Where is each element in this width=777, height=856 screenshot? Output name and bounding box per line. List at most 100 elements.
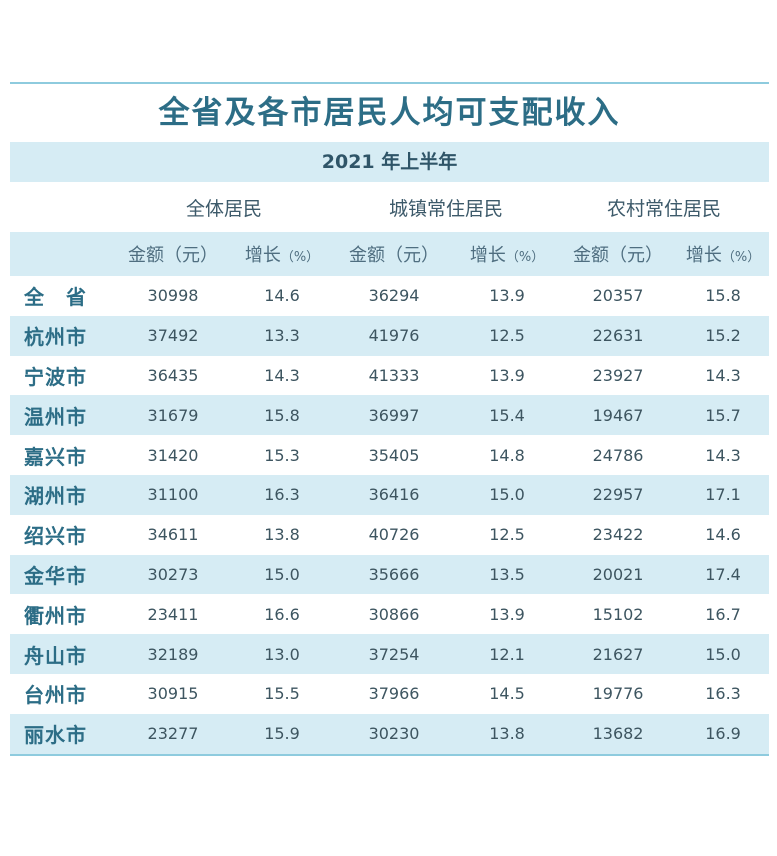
cell-urban-amount: 36294	[368, 286, 420, 306]
cell-urban-amount: 35405	[368, 445, 420, 465]
cell-urban-growth: 15.0	[455, 474, 560, 515]
cell-urban-amount: 36997	[333, 395, 456, 436]
cell-urban-amount: 36416	[333, 474, 456, 515]
cell-all-growth: 16.6	[264, 604, 300, 624]
region-name: 丽水市	[10, 713, 115, 754]
cell-all-growth: 15.5	[264, 684, 300, 704]
cell-rural-amount: 19776	[592, 684, 644, 704]
table-row: 杭州市 37492 13.3 41976 12.5 22631 15.2	[10, 315, 770, 356]
column-header-blank	[10, 232, 115, 276]
cell-rural-amount: 21627	[559, 634, 678, 674]
cell-urban-amount: 35666	[333, 554, 456, 595]
cell-rural-amount: 13682	[559, 713, 678, 754]
cell-rural-amount: 20021	[559, 554, 678, 595]
cell-rural-amount: 15102	[592, 604, 644, 624]
col-all-amount: 金额（元）	[115, 232, 231, 276]
region-name: 宁波市	[24, 364, 87, 389]
region-name: 舟山市	[10, 634, 115, 674]
group-header-row: 全体居民 城镇常住居民 农村常住居民	[10, 182, 770, 232]
cell-all-growth: 16.3	[231, 474, 334, 515]
cell-urban-growth: 13.9	[489, 604, 525, 624]
cell-rural-amount: 23927	[592, 365, 644, 385]
region-name: 嘉兴市	[24, 444, 87, 469]
col-all-growth: 增长（%）	[231, 232, 334, 276]
table-row: 舟山市 32189 13.0 37254 12.1 21627 15.0	[10, 634, 770, 674]
cell-rural-amount: 20357	[592, 286, 644, 306]
income-table: 全体居民 城镇常住居民 农村常住居民 金额（元） 增长（%） 金额（元） 增长（…	[10, 182, 770, 754]
cell-all-amount: 23411	[147, 604, 199, 624]
cell-all-amount: 31420	[147, 445, 199, 465]
cell-rural-growth: 15.7	[677, 395, 770, 436]
cell-urban-amount: 40726	[368, 525, 420, 545]
cell-all-growth: 15.0	[231, 554, 334, 595]
cell-rural-amount: 23422	[592, 525, 644, 545]
cell-rural-growth: 16.3	[705, 684, 741, 704]
table-row: 嘉兴市 31420 15.3 35405 14.8 24786 14.3	[10, 435, 769, 475]
cell-urban-growth: 12.5	[489, 525, 525, 545]
group-rural-residents: 农村常住居民	[559, 182, 770, 232]
cell-all-growth: 13.8	[264, 525, 300, 545]
page-title: 全省及各市居民人均可支配收入	[158, 95, 621, 131]
cell-all-amount: 34611	[147, 525, 199, 545]
cell-urban-amount: 37254	[333, 634, 456, 674]
cell-all-amount: 30915	[147, 684, 199, 704]
cell-all-growth: 13.3	[231, 315, 334, 356]
region-name: 衢州市	[24, 603, 87, 628]
bottom-rule	[10, 753, 769, 756]
table-row: 绍兴市 34611 13.8 40726 12.5 23422 14.6	[10, 515, 769, 555]
region-name: 杭州市	[10, 315, 115, 356]
cell-all-amount: 30273	[115, 554, 231, 595]
table-row: 全 省 30998 14.6 36294 13.9 20357 15.8	[10, 276, 769, 316]
column-header-row: 金额（元） 增长（%） 金额（元） 增长（%） 金额（元） 增长（%）	[10, 232, 770, 276]
cell-all-growth: 15.3	[264, 445, 300, 465]
cell-all-amount: 32189	[115, 634, 231, 674]
cell-rural-growth: 14.3	[705, 365, 741, 385]
cell-rural-amount: 22957	[559, 474, 678, 515]
table-row: 台州市 30915 15.5 37966 14.5 19776 16.3	[10, 674, 769, 714]
cell-all-growth: 15.8	[231, 395, 334, 436]
region-name: 温州市	[10, 395, 115, 436]
cell-all-growth: 13.0	[231, 634, 334, 674]
cell-urban-growth: 13.5	[455, 554, 560, 595]
table-row: 宁波市 36435 14.3 41333 13.9 23927 14.3	[10, 356, 769, 396]
cell-urban-growth: 14.8	[489, 445, 525, 465]
region-name: 金华市	[10, 554, 115, 595]
region-name: 全 省	[24, 285, 87, 310]
cell-all-growth: 14.3	[264, 365, 300, 385]
table-row: 丽水市 23277 15.9 30230 13.8 13682 16.9	[10, 713, 770, 754]
cell-urban-growth: 13.9	[489, 286, 525, 306]
cell-rural-growth: 16.9	[677, 713, 770, 754]
cell-urban-growth: 13.9	[489, 365, 525, 385]
table-row: 金华市 30273 15.0 35666 13.5 20021 17.4	[10, 554, 770, 595]
region-name: 湖州市	[10, 474, 115, 515]
cell-all-amount: 31679	[115, 395, 231, 436]
table-row: 湖州市 31100 16.3 36416 15.0 22957 17.1	[10, 474, 770, 515]
region-name: 绍兴市	[24, 524, 87, 549]
cell-rural-growth: 17.4	[677, 554, 770, 595]
cell-urban-amount: 30866	[368, 604, 420, 624]
cell-urban-amount: 37966	[368, 684, 420, 704]
cell-all-amount: 31100	[115, 474, 231, 515]
cell-urban-amount: 30230	[333, 713, 456, 754]
table-row: 温州市 31679 15.8 36997 15.4 19467 15.7	[10, 395, 770, 436]
period-banner: 2021 年上半年	[10, 142, 769, 182]
cell-rural-growth: 15.8	[705, 286, 741, 306]
cell-all-amount: 30998	[147, 286, 199, 306]
cell-rural-amount: 19467	[559, 395, 678, 436]
cell-urban-growth: 13.8	[455, 713, 560, 754]
cell-all-amount: 23277	[115, 713, 231, 754]
cell-all-growth: 14.6	[264, 286, 300, 306]
col-rural-amount: 金额（元）	[559, 232, 678, 276]
cell-urban-growth: 14.5	[489, 684, 525, 704]
cell-urban-growth: 15.4	[455, 395, 560, 436]
cell-urban-amount: 41976	[333, 315, 456, 356]
cell-rural-growth: 14.3	[705, 445, 741, 465]
cell-rural-growth: 14.6	[705, 525, 741, 545]
cell-urban-growth: 12.5	[455, 315, 560, 356]
table-body: 全 省 30998 14.6 36294 13.9 20357 15.8 杭州市 37492 13…	[10, 276, 770, 754]
table-row: 衢州市 23411 16.6 30866 13.9 15102 16.7	[10, 594, 769, 634]
cell-rural-amount: 22631	[559, 315, 678, 356]
cell-all-amount: 36435	[147, 365, 199, 385]
col-rural-growth: 增长（%）	[677, 232, 770, 276]
col-urban-growth: 增长（%）	[455, 232, 560, 276]
